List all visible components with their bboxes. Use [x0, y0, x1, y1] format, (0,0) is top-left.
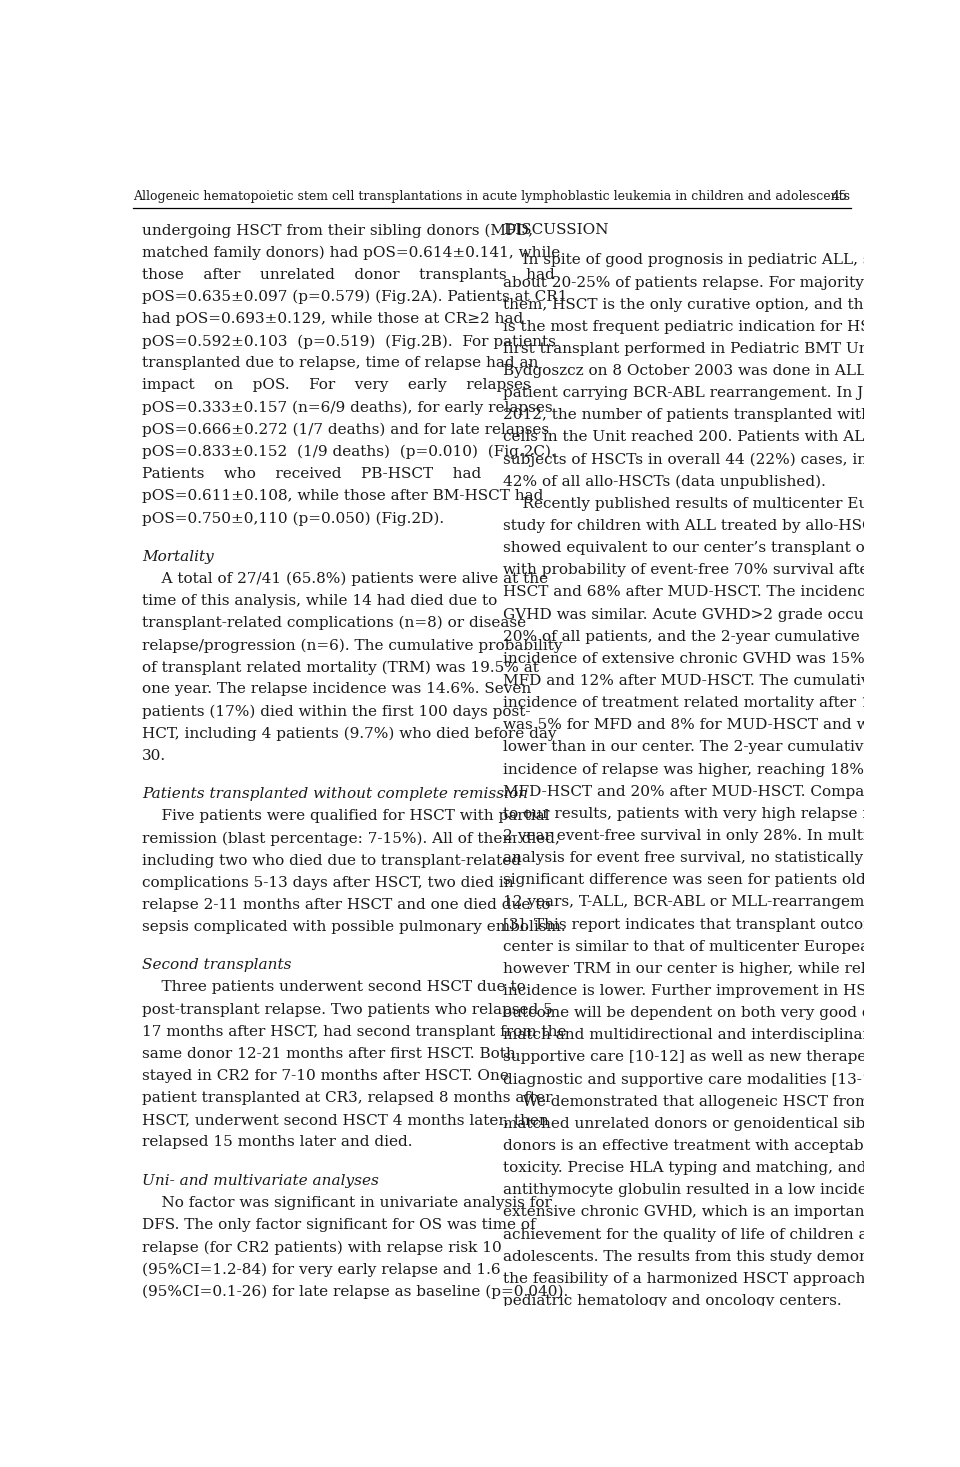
Text: match and multidirectional and interdisciplinary: match and multidirectional and interdisc…	[503, 1028, 878, 1042]
Text: cells in the Unit reached 200. Patients with ALL were: cells in the Unit reached 200. Patients …	[503, 430, 918, 445]
Text: lower than in our center. The 2-year cumulative: lower than in our center. The 2-year cum…	[503, 741, 873, 754]
Text: [3]. This report indicates that transplant outcome in our: [3]. This report indicates that transpla…	[503, 917, 938, 932]
Text: extensive chronic GVHD, which is an important: extensive chronic GVHD, which is an impo…	[503, 1206, 871, 1219]
Text: (95%CI=0.1-26) for late relapse as baseline (p=0.040).: (95%CI=0.1-26) for late relapse as basel…	[142, 1285, 568, 1298]
Text: remission (blast percentage: 7-15%). All of them died,: remission (blast percentage: 7-15%). All…	[142, 832, 561, 846]
Text: sepsis complicated with possible pulmonary embolism.: sepsis complicated with possible pulmona…	[142, 920, 566, 934]
Text: Bydgoszcz on 8 October 2003 was done in ALL: Bydgoszcz on 8 October 2003 was done in …	[503, 364, 866, 378]
Text: relapse 2-11 months after HSCT and one died due to: relapse 2-11 months after HSCT and one d…	[142, 898, 551, 912]
Text: pOS=0.635±0.097 (p=0.579) (Fig.2A). Patients at CR1: pOS=0.635±0.097 (p=0.579) (Fig.2A). Pati…	[142, 290, 567, 304]
Text: one year. The relapse incidence was 14.6%. Seven: one year. The relapse incidence was 14.6…	[142, 682, 532, 697]
Text: pOS=0.833±0.152  (1/9 deaths)  (p=0.010)  (Fig.2C).: pOS=0.833±0.152 (1/9 deaths) (p=0.010) (…	[142, 445, 556, 459]
Text: We demonstrated that allogeneic HSCT from well-: We demonstrated that allogeneic HSCT fro…	[503, 1094, 911, 1109]
Text: (95%CI=1.2-84) for very early relapse and 1.6: (95%CI=1.2-84) for very early relapse an…	[142, 1262, 501, 1276]
Text: undergoing HSCT from their sibling donors (MFD,: undergoing HSCT from their sibling donor…	[142, 223, 534, 238]
Text: donors is an effective treatment with acceptable: donors is an effective treatment with ac…	[503, 1138, 877, 1153]
Text: 45: 45	[831, 191, 848, 202]
Text: In spite of good prognosis in pediatric ALL, still: In spite of good prognosis in pediatric …	[503, 254, 892, 267]
Text: analysis for event free survival, no statistically: analysis for event free survival, no sta…	[503, 851, 863, 866]
Text: 2012, the number of patients transplanted with stem: 2012, the number of patients transplante…	[503, 408, 913, 422]
Text: them, HSCT is the only curative option, and thus ALL: them, HSCT is the only curative option, …	[503, 298, 918, 311]
Text: first transplant performed in Pediatric BMT Unit in: first transplant performed in Pediatric …	[503, 342, 900, 356]
Text: was 5% for MFD and 8% for MUD-HSCT and was: was 5% for MFD and 8% for MUD-HSCT and w…	[503, 719, 886, 732]
Text: to our results, patients with very high relapse risk had: to our results, patients with very high …	[503, 807, 925, 822]
Text: matched family donors) had pOS=0.614±0.141, while: matched family donors) had pOS=0.614±0.1…	[142, 245, 561, 260]
Text: Five patients were qualified for HSCT with partial: Five patients were qualified for HSCT wi…	[142, 810, 550, 823]
Text: study for children with ALL treated by allo-HSCT [3]: study for children with ALL treated by a…	[503, 519, 910, 533]
Text: matched unrelated donors or genoidentical sibling: matched unrelated donors or genoidentica…	[503, 1116, 895, 1131]
Text: transplanted due to relapse, time of relapse had an: transplanted due to relapse, time of rel…	[142, 356, 539, 370]
Text: DISCUSSION: DISCUSSION	[503, 223, 609, 238]
Text: pOS=0.666±0.272 (1/7 deaths) and for late relapses: pOS=0.666±0.272 (1/7 deaths) and for lat…	[142, 422, 549, 437]
Text: toxicity. Precise HLA typing and matching, and use of: toxicity. Precise HLA typing and matchin…	[503, 1160, 918, 1175]
Text: pOS=0.333±0.157 (n=6/9 deaths), for early relapses: pOS=0.333±0.157 (n=6/9 deaths), for earl…	[142, 400, 553, 415]
Text: 12 years, T-ALL, BCR-ABL or MLL-rearrangement: 12 years, T-ALL, BCR-ABL or MLL-rearrang…	[503, 895, 890, 910]
Text: 30.: 30.	[142, 748, 166, 763]
Text: relapse (for CR2 patients) with relapse risk 10: relapse (for CR2 patients) with relapse …	[142, 1240, 502, 1254]
Text: the feasibility of a harmonized HSCT approach in: the feasibility of a harmonized HSCT app…	[503, 1272, 885, 1285]
Text: diagnostic and supportive care modalities [13-14].: diagnostic and supportive care modalitie…	[503, 1072, 892, 1087]
Text: patient transplanted at CR3, relapsed 8 months after: patient transplanted at CR3, relapsed 8 …	[142, 1091, 553, 1105]
Text: relapsed 15 months later and died.: relapsed 15 months later and died.	[142, 1135, 413, 1150]
Text: No factor was significant in univariate analysis for: No factor was significant in univariate …	[142, 1196, 552, 1210]
Text: pOS=0.750±0,110 (p=0.050) (Fig.2D).: pOS=0.750±0,110 (p=0.050) (Fig.2D).	[142, 512, 444, 525]
Text: is the most frequent pediatric indication for HSCT. The: is the most frequent pediatric indicatio…	[503, 320, 929, 334]
Text: 17 months after HSCT, had second transplant from the: 17 months after HSCT, had second transpl…	[142, 1025, 566, 1039]
Text: 42% of all allo-HSCTs (data unpublished).: 42% of all allo-HSCTs (data unpublished)…	[503, 475, 826, 489]
Text: Mortality: Mortality	[142, 550, 214, 563]
Text: HSCT and 68% after MUD-HSCT. The incidence of: HSCT and 68% after MUD-HSCT. The inciden…	[503, 585, 895, 600]
Text: Three patients underwent second HSCT due to: Three patients underwent second HSCT due…	[142, 980, 526, 995]
Text: impact    on    pOS.    For    very    early    relapses: impact on pOS. For very early relapses	[142, 378, 531, 393]
Text: relapse/progression (n=6). The cumulative probability: relapse/progression (n=6). The cumulativ…	[142, 638, 563, 653]
Text: DFS. The only factor significant for OS was time of: DFS. The only factor significant for OS …	[142, 1218, 536, 1232]
Text: stayed in CR2 for 7-10 months after HSCT. One: stayed in CR2 for 7-10 months after HSCT…	[142, 1069, 509, 1083]
Text: A total of 27/41 (65.8%) patients were alive at the: A total of 27/41 (65.8%) patients were a…	[142, 572, 548, 587]
Text: same donor 12-21 months after first HSCT. Both: same donor 12-21 months after first HSCT…	[142, 1047, 516, 1061]
Text: Allogeneic hematopoietic stem cell transplantations in acute lymphoblastic leuke: Allogeneic hematopoietic stem cell trans…	[133, 191, 851, 202]
Text: time of this analysis, while 14 had died due to: time of this analysis, while 14 had died…	[142, 594, 497, 607]
Text: those    after    unrelated    donor    transplants    had: those after unrelated donor transplants …	[142, 268, 555, 282]
Text: Uni- and multivariate analyses: Uni- and multivariate analyses	[142, 1174, 379, 1188]
Text: incidence of relapse was higher, reaching 18% after: incidence of relapse was higher, reachin…	[503, 763, 906, 776]
Text: achievement for the quality of life of children and: achievement for the quality of life of c…	[503, 1228, 887, 1241]
Text: outcome will be dependent on both very good donor: outcome will be dependent on both very g…	[503, 1006, 907, 1020]
Text: incidence is lower. Further improvement in HSCT: incidence is lower. Further improvement …	[503, 984, 889, 998]
Text: incidence of extensive chronic GVHD was 15% after: incidence of extensive chronic GVHD was …	[503, 651, 907, 666]
Text: patient carrying BCR-ABL rearrangement. In January: patient carrying BCR-ABL rearrangement. …	[503, 386, 917, 400]
Text: antithymocyte globulin resulted in a low incidence of: antithymocyte globulin resulted in a low…	[503, 1184, 914, 1197]
Text: subjects of HSCTs in overall 44 (22%) cases, including: subjects of HSCTs in overall 44 (22%) ca…	[503, 453, 924, 467]
Text: however TRM in our center is higher, while relapse: however TRM in our center is higher, whi…	[503, 962, 901, 976]
Text: pOS=0.611±0.108, while those after BM-HSCT had: pOS=0.611±0.108, while those after BM-HS…	[142, 489, 543, 503]
Text: Patients transplanted without complete remission: Patients transplanted without complete r…	[142, 788, 528, 801]
Text: MFD-HSCT and 20% after MUD-HSCT. Comparably: MFD-HSCT and 20% after MUD-HSCT. Compara…	[503, 785, 904, 798]
Text: complications 5-13 days after HSCT, two died in: complications 5-13 days after HSCT, two …	[142, 876, 514, 889]
Text: HSCT, underwent second HSCT 4 months later, then: HSCT, underwent second HSCT 4 months lat…	[142, 1113, 549, 1127]
Text: about 20-25% of patients relapse. For majority of: about 20-25% of patients relapse. For ma…	[503, 276, 883, 289]
Text: including two who died due to transplant-related: including two who died due to transplant…	[142, 854, 521, 867]
Text: HCT, including 4 patients (9.7%) who died before day: HCT, including 4 patients (9.7%) who die…	[142, 726, 557, 741]
Text: Recently published results of multicenter European: Recently published results of multicente…	[503, 497, 923, 511]
Text: significant difference was seen for patients older than: significant difference was seen for pati…	[503, 873, 922, 888]
Text: Patients    who    received    PB-HSCT    had: Patients who received PB-HSCT had	[142, 467, 482, 481]
Text: had pOS=0.693±0.129, while those at CR≥2 had: had pOS=0.693±0.129, while those at CR≥2…	[142, 312, 523, 326]
Text: GVHD was similar. Acute GVHD>2 grade occurred in: GVHD was similar. Acute GVHD>2 grade occ…	[503, 607, 917, 622]
Text: post-transplant relapse. Two patients who relapsed 5-: post-transplant relapse. Two patients wh…	[142, 1002, 558, 1017]
Text: showed equivalent to our center’s transplant outcome,: showed equivalent to our center’s transp…	[503, 541, 926, 555]
Text: incidence of treatment related mortality after 1-year: incidence of treatment related mortality…	[503, 697, 910, 710]
Text: adolescents. The results from this study demonstrate: adolescents. The results from this study…	[503, 1250, 915, 1263]
Text: with probability of event-free 70% survival after MFD-: with probability of event-free 70% survi…	[503, 563, 924, 578]
Text: of transplant related mortality (TRM) was 19.5% at: of transplant related mortality (TRM) wa…	[142, 660, 540, 675]
Text: supportive care [10-12] as well as new therapeutic,: supportive care [10-12] as well as new t…	[503, 1050, 900, 1065]
Text: pOS=0.592±0.103  (p=0.519)  (Fig.2B).  For patients: pOS=0.592±0.103 (p=0.519) (Fig.2B). For …	[142, 334, 556, 349]
Text: 2-year event-free survival in only 28%. In multivariate: 2-year event-free survival in only 28%. …	[503, 829, 922, 844]
Text: MFD and 12% after MUD-HSCT. The cumulative: MFD and 12% after MUD-HSCT. The cumulati…	[503, 673, 878, 688]
Text: Second transplants: Second transplants	[142, 958, 292, 973]
Text: transplant-related complications (n=8) or disease: transplant-related complications (n=8) o…	[142, 616, 526, 631]
Text: 20% of all patients, and the 2-year cumulative: 20% of all patients, and the 2-year cumu…	[503, 629, 860, 644]
Text: center is similar to that of multicenter European;: center is similar to that of multicenter…	[503, 940, 884, 954]
Text: pediatric hematology and oncology centers.: pediatric hematology and oncology center…	[503, 1294, 842, 1309]
Text: patients (17%) died within the first 100 days post-: patients (17%) died within the first 100…	[142, 704, 531, 719]
